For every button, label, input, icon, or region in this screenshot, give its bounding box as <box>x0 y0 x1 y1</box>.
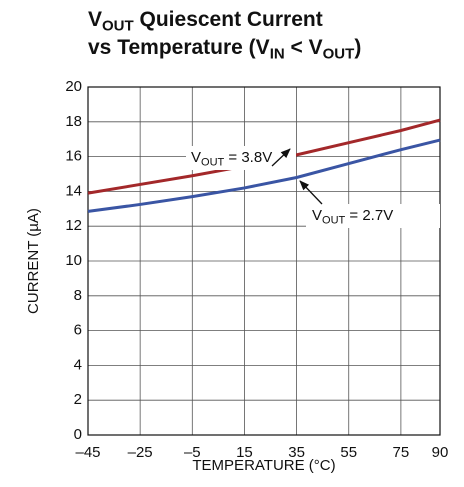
subscript: IN <box>270 45 285 62</box>
y-tick-label: 20 <box>65 78 82 95</box>
y-tick-label: 0 <box>74 426 82 443</box>
y-tick-label: 4 <box>74 356 82 373</box>
x-tick-label: 55 <box>340 444 357 461</box>
x-tick-label: –25 <box>128 444 153 461</box>
subscript: OUT <box>323 45 355 62</box>
text-segment: = 3.8V <box>224 149 272 166</box>
subscript: OUT <box>322 214 346 226</box>
y-tick-label: 8 <box>74 287 82 304</box>
x-tick-label: 15 <box>236 444 253 461</box>
x-tick-label: 75 <box>393 444 410 461</box>
y-tick-label: 10 <box>65 252 82 269</box>
x-tick-label: –45 <box>75 444 100 461</box>
chart-title: vs Temperature (VIN < VOUT) <box>88 36 361 63</box>
y-tick-label: 16 <box>65 148 82 165</box>
annotation: VOUT = 3.8V <box>191 149 272 168</box>
annotation-arrow <box>271 148 291 167</box>
text-segment: V <box>312 207 322 224</box>
y-tick-label: 6 <box>74 322 82 339</box>
text-segment: Quiescent Current <box>134 8 323 31</box>
y-axis-label: CURRENT (µA) <box>25 208 42 314</box>
x-tick-label: 90 <box>432 444 449 461</box>
plot-frame <box>87 86 441 436</box>
text-segment: vs Temperature (V <box>88 36 270 59</box>
annotation: VOUT = 2.7V <box>312 207 393 226</box>
text-segment: V <box>88 8 102 31</box>
text-segment: = 2.7V <box>345 207 393 224</box>
text-segment: V <box>191 149 201 166</box>
x-tick-label: –5 <box>184 444 201 461</box>
text-segment: ) <box>354 36 361 59</box>
annotation-arrow <box>299 180 323 205</box>
text-segment: < V <box>285 36 323 59</box>
data-line <box>87 138 441 213</box>
x-tick-label: 35 <box>288 444 305 461</box>
x-axis-label: TEMPERATURE (°C) <box>192 457 335 474</box>
y-tick-label: 14 <box>65 182 82 199</box>
y-tick-label: 2 <box>74 391 82 408</box>
annotation-bg <box>306 204 440 228</box>
y-tick-label: 18 <box>65 113 82 130</box>
subscript: OUT <box>201 156 225 168</box>
subscript: OUT <box>102 17 134 34</box>
chart-title: VOUT Quiescent Current <box>88 8 323 35</box>
annotation-bg <box>186 146 296 170</box>
y-tick-label: 12 <box>65 217 82 234</box>
